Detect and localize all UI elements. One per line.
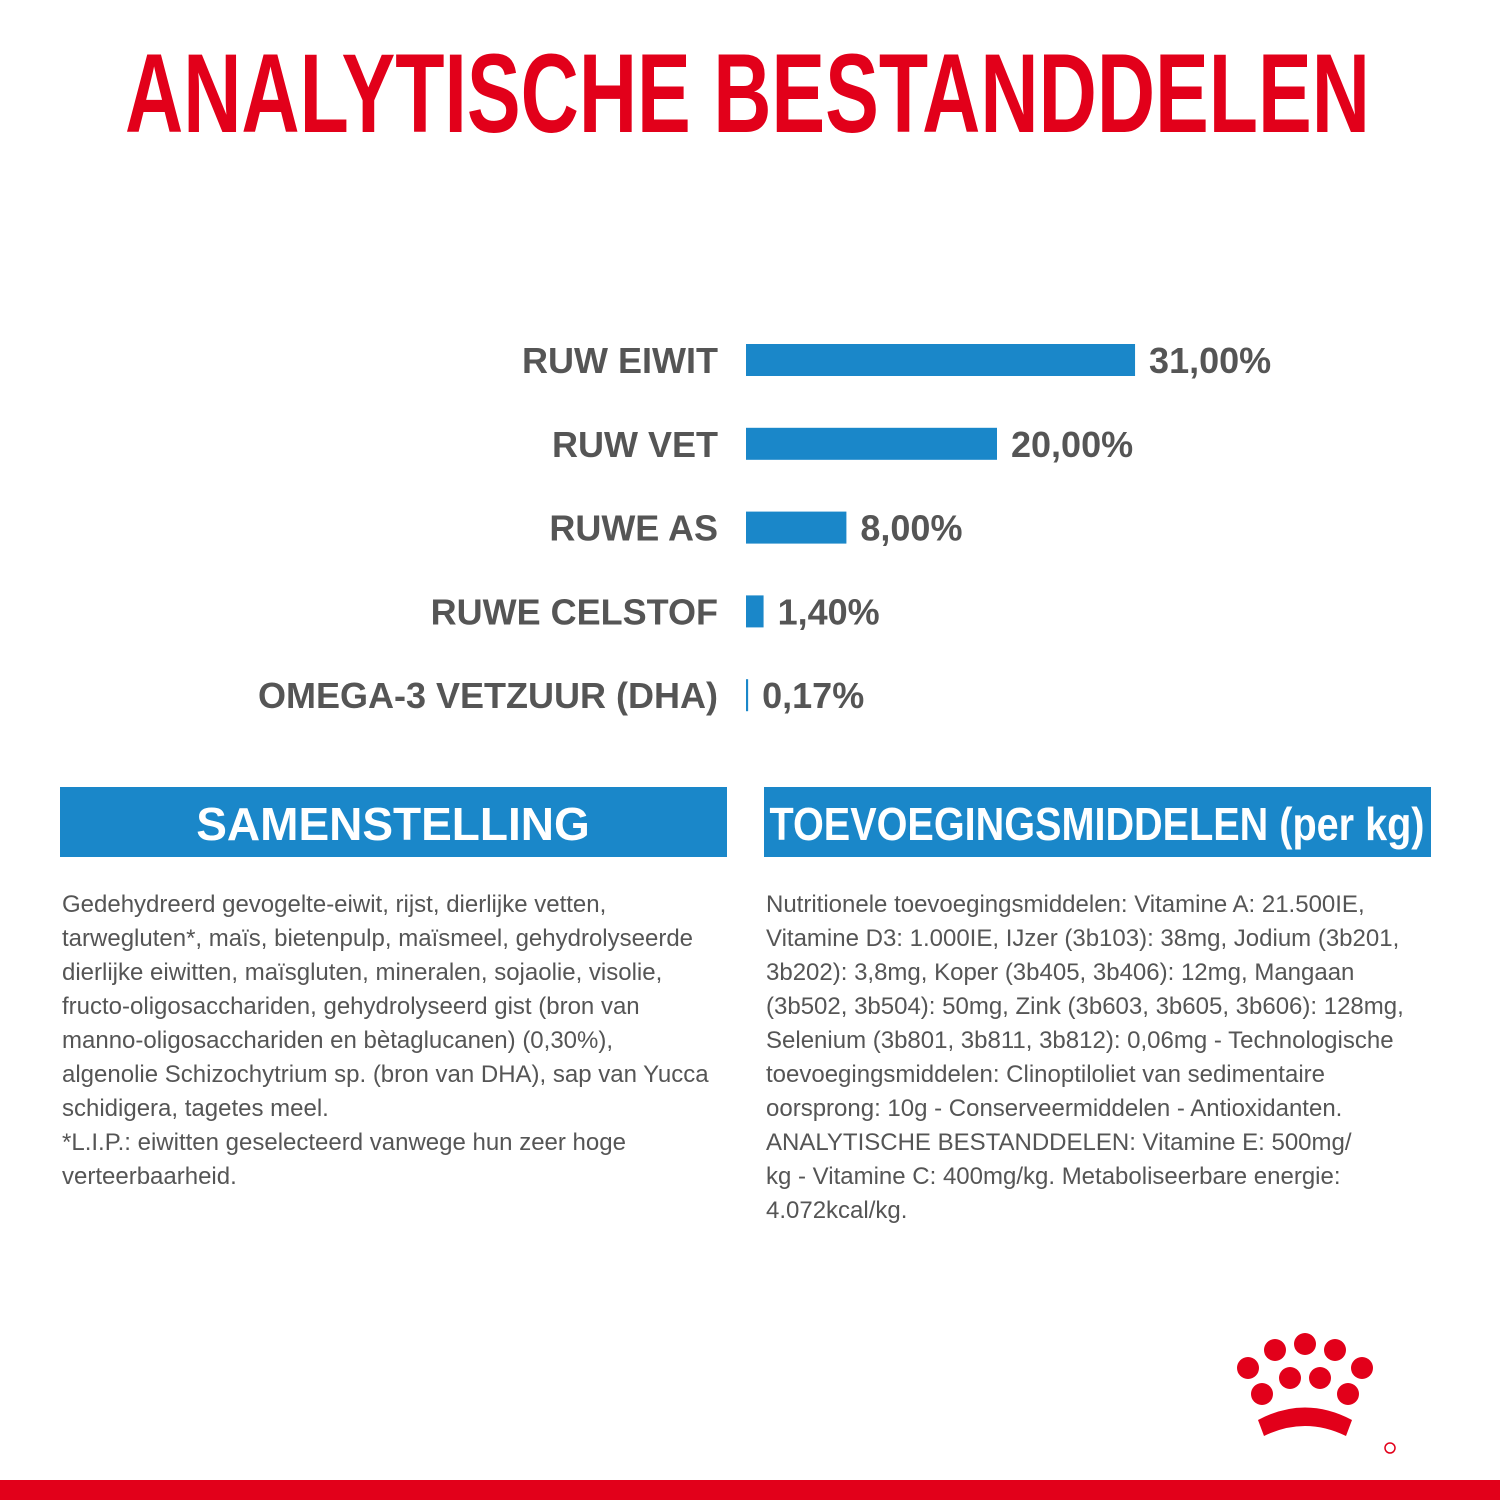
body-line: Vitamine D3: 1.000IE, IJzer (3b103): 38m…	[766, 925, 1399, 952]
body-line: 3b202): 3,8mg, Koper (3b405, 3b406): 12m…	[766, 959, 1354, 986]
footer-bar	[0, 1480, 1500, 1500]
value-label: 31,00%	[1149, 340, 1271, 381]
body-line: schidigera, tagetes meel.	[62, 1095, 329, 1122]
title: ANALYTISCHE BESTANDDELEN	[125, 31, 1370, 156]
body-line: Nutritionele toevoegingsmiddelen: Vitami…	[766, 891, 1365, 918]
value-label: 8,00%	[860, 508, 962, 549]
body-line: fructo-oligosacchariden, gehydrolyseerd …	[62, 993, 640, 1020]
bar	[746, 511, 847, 544]
body-line: kg - Vitamine C: 400mg/kg. Metaboliseerb…	[766, 1163, 1341, 1190]
body-line: tarwegluten*, maïs, bietenpulp, maïsmeel…	[62, 925, 693, 952]
body-line: dierlijke eiwitten, maïsgluten, minerale…	[62, 959, 662, 986]
body-line: Gedehydreerd gevogelte-eiwit, rijst, die…	[62, 891, 606, 918]
body-line: Selenium (3b801, 3b811, 3b812): 0,06mg -…	[766, 1027, 1394, 1054]
section-title: TOEVOEGINGSMIDDELEN (per kg)	[770, 798, 1425, 850]
category-label: RUWE CELSTOF	[431, 591, 718, 632]
value-label: 20,00%	[1011, 424, 1133, 465]
section-title: SAMENSTELLING	[196, 798, 590, 850]
category-label: OMEGA-3 VETZUUR (DHA)	[258, 675, 718, 716]
bar	[746, 679, 749, 712]
body-line: algenolie Schizochytrium sp. (bron van D…	[62, 1061, 709, 1088]
value-label: 1,40%	[778, 591, 880, 632]
section-header-bg	[60, 787, 727, 857]
bar	[746, 427, 997, 460]
body-line: (3b502, 3b504): 50mg, Zink (3b603, 3b605…	[766, 993, 1404, 1020]
body-line: verteerbaarheid.	[62, 1163, 237, 1190]
category-label: RUW VET	[552, 424, 718, 465]
section-header-bg	[764, 787, 1431, 857]
body-line: oorsprong: 10g - Conserveermiddelen - An…	[766, 1095, 1342, 1122]
body-line: *L.I.P.: eiwitten geselecteerd vanwege h…	[62, 1129, 626, 1156]
logo	[1237, 1333, 1396, 1454]
body-line: toevoegingsmiddelen: Clinoptiloliet van …	[766, 1061, 1325, 1088]
body-line: ANALYTISCHE BESTANDDELEN: Vitamine E: 50…	[766, 1129, 1352, 1156]
value-label: 0,17%	[762, 675, 864, 716]
body-line: manno-oligosacchariden en bètaglucanen) …	[62, 1027, 613, 1054]
category-label: RUW EIWIT	[522, 340, 718, 381]
bar	[746, 595, 764, 628]
bar	[746, 344, 1136, 376]
category-label: RUWE AS	[549, 508, 718, 549]
body-line: 4.072kcal/kg.	[766, 1197, 907, 1224]
